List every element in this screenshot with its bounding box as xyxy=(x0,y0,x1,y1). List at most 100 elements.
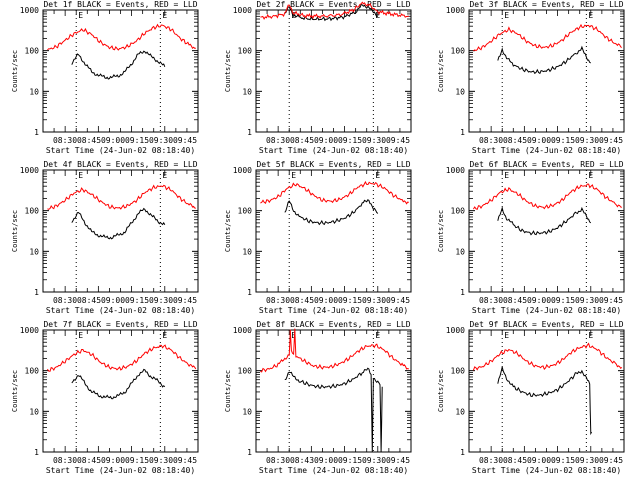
x-tick-label: 08:30 xyxy=(266,296,290,305)
x-tick-label: 09:15 xyxy=(551,136,575,145)
y-axis-label-6: Counts/sec xyxy=(437,210,445,252)
x-tick-label: 09:45 xyxy=(173,456,197,465)
x-tick-label: 09:15 xyxy=(551,456,575,465)
x-tick-label: 09:15 xyxy=(551,296,575,305)
y-tick-label: 1000 xyxy=(446,326,465,335)
x-tick-label: 09:00 xyxy=(527,456,551,465)
y-tick-label: 100 xyxy=(25,47,40,56)
y-axis-label-1: Counts/sec xyxy=(11,50,19,92)
event-marker-label: E xyxy=(291,11,296,20)
x-tick-label: 08:30 xyxy=(479,296,503,305)
series-events-line xyxy=(497,366,592,436)
event-marker-label: E xyxy=(504,171,509,180)
event-marker-label: E xyxy=(375,171,380,180)
plot-frame-4 xyxy=(42,169,199,293)
x-tick-label: 09:45 xyxy=(386,136,410,145)
x-axis-label-4: Start Time (24-Jun-02 08:18:40) xyxy=(46,306,195,315)
y-tick-label: 100 xyxy=(25,207,40,216)
x-tick-label: 09:00 xyxy=(101,296,125,305)
event-marker-label: E xyxy=(78,11,83,20)
x-tick-label: 08:45 xyxy=(77,136,101,145)
x-tick-label: 09:15 xyxy=(338,296,362,305)
event-marker-label: E xyxy=(375,11,380,20)
x-tick-label: 08:45 xyxy=(503,456,527,465)
y-tick-label: 1000 xyxy=(20,6,39,15)
x-tick-label: 08:30 xyxy=(53,136,77,145)
x-tick-label: 09:30 xyxy=(362,456,386,465)
x-tick-label: 08:30 xyxy=(479,136,503,145)
y-tick-label: 10 xyxy=(29,87,39,96)
x-tick-label: 09:00 xyxy=(314,456,338,465)
event-marker-label: E xyxy=(162,331,167,340)
series-events-line xyxy=(284,199,379,226)
series-lld-line xyxy=(47,184,196,210)
plot-frame-1 xyxy=(42,9,199,133)
x-tick-label: 09:45 xyxy=(599,296,623,305)
plot-frame-8 xyxy=(255,329,412,453)
y-tick-label: 1 xyxy=(460,288,465,297)
chart-title-2: Det 2f BLACK = Events, RED = LLD xyxy=(256,0,410,9)
x-tick-label: 09:30 xyxy=(575,296,599,305)
y-tick-label: 1000 xyxy=(233,166,252,175)
x-tick-label: 09:30 xyxy=(575,456,599,465)
series-events-line xyxy=(71,50,166,80)
x-axis-label-1: Start Time (24-Jun-02 08:18:40) xyxy=(46,146,195,155)
y-tick-label: 1 xyxy=(247,288,252,297)
series-events-line xyxy=(284,3,378,22)
event-marker-label: E xyxy=(504,11,509,20)
x-tick-label: 09:15 xyxy=(125,136,149,145)
series-lld-line xyxy=(46,344,197,372)
y-tick-label: 1 xyxy=(247,128,252,137)
x-tick-label: 08:30 xyxy=(266,136,290,145)
x-tick-label: 09:45 xyxy=(599,456,623,465)
y-tick-label: 10 xyxy=(29,407,39,416)
y-tick-label: 10 xyxy=(455,247,465,256)
y-tick-label: 1 xyxy=(34,288,39,297)
x-axis-label-3: Start Time (24-Jun-02 08:18:40) xyxy=(472,146,621,155)
x-tick-label: 09:15 xyxy=(338,456,362,465)
y-tick-label: 10 xyxy=(455,87,465,96)
event-marker-label: E xyxy=(162,171,167,180)
y-axis-label-5: Counts/sec xyxy=(224,210,232,252)
x-tick-label: 08:30 xyxy=(53,456,77,465)
x-tick-label: 09:00 xyxy=(527,296,551,305)
y-axis-label-2: Counts/sec xyxy=(224,50,232,92)
x-tick-label: 08:30 xyxy=(266,456,290,465)
series-lld-line xyxy=(260,1,409,20)
series-events-line xyxy=(71,368,166,400)
chart-title-7: Det 7f BLACK = Events, RED = LLD xyxy=(43,320,197,329)
y-axis-label-3: Counts/sec xyxy=(437,50,445,92)
series-events-line xyxy=(284,367,383,453)
y-axis-label-4: Counts/sec xyxy=(11,210,19,252)
x-tick-label: 09:30 xyxy=(149,296,173,305)
x-tick-label: 08:45 xyxy=(503,136,527,145)
plot-frame-5 xyxy=(255,169,412,293)
y-tick-label: 1 xyxy=(460,128,465,137)
chart-title-6: Det 6f BLACK = Events, RED = LLD xyxy=(469,160,623,169)
chart-title-1: Det 1f BLACK = Events, RED = LLD xyxy=(43,0,197,9)
x-tick-label: 09:15 xyxy=(338,136,362,145)
chart-title-9: Det 9f BLACK = Events, RED = LLD xyxy=(469,320,623,329)
x-tick-label: 08:45 xyxy=(77,456,101,465)
series-events-line xyxy=(497,205,592,236)
x-tick-label: 09:30 xyxy=(149,456,173,465)
chart-title-4: Det 4f BLACK = Events, RED = LLD xyxy=(43,160,197,169)
x-tick-label: 09:00 xyxy=(314,136,338,145)
y-axis-label-9: Counts/sec xyxy=(437,370,445,412)
x-tick-label: 09:00 xyxy=(314,296,338,305)
x-tick-label: 09:30 xyxy=(362,296,386,305)
x-tick-label: 08:45 xyxy=(290,296,314,305)
x-tick-label: 08:30 xyxy=(479,456,503,465)
series-events-line xyxy=(497,45,592,75)
x-tick-label: 08:45 xyxy=(503,296,527,305)
series-lld-line xyxy=(47,23,196,51)
event-marker-label: E xyxy=(588,171,593,180)
x-tick-label: 08:30 xyxy=(53,296,77,305)
series-events-line xyxy=(71,207,166,240)
x-tick-label: 09:45 xyxy=(386,296,410,305)
y-tick-label: 10 xyxy=(242,407,252,416)
event-marker-label: E xyxy=(375,331,380,340)
x-tick-label: 09:30 xyxy=(362,136,386,145)
y-tick-label: 1 xyxy=(34,448,39,457)
